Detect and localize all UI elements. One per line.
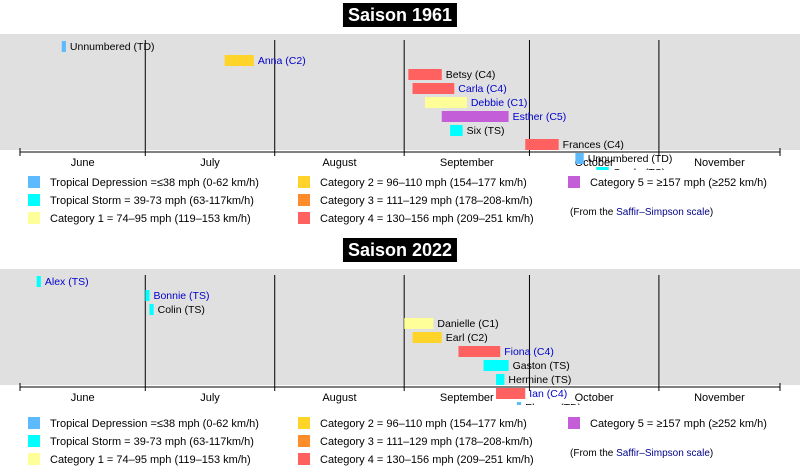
- legend-swatch: [28, 453, 40, 465]
- storm-bar: [36, 276, 41, 287]
- storm-bar: [496, 374, 505, 385]
- saffir-simpson-link[interactable]: Saffir–Simpson scale: [616, 448, 710, 459]
- legend-1961: Tropical Depression =≤38 mph (0-62 km/h)…: [0, 176, 800, 232]
- storm-label[interactable]: Bonnie (TS): [153, 290, 209, 302]
- month-label: June: [71, 157, 95, 169]
- month-label: November: [694, 157, 745, 169]
- legend-2022: Tropical Depression =≤38 mph (0-62 km/h)…: [0, 417, 800, 473]
- legend-swatch: [568, 417, 580, 429]
- storm-label: Gaston (TS): [513, 360, 570, 372]
- legend-swatch: [298, 212, 310, 224]
- plot-background: [0, 269, 800, 385]
- month-label: September: [440, 392, 494, 404]
- month-label: October: [575, 157, 614, 169]
- storm-bar: [404, 318, 434, 329]
- month-label: August: [322, 157, 356, 169]
- legend-swatch: [28, 417, 40, 429]
- month-label: July: [200, 157, 220, 169]
- month-label: September: [440, 157, 494, 169]
- legend-label: Tropical Storm = 39-73 mph (63-117km/h): [50, 195, 254, 207]
- storm-bar: [516, 402, 522, 405]
- scale-source-note: (From the Saffir–Simpson scale): [570, 207, 714, 218]
- timeline-chart-1961: June July August September October November Un…: [0, 34, 800, 170]
- storm-bar: [525, 139, 559, 150]
- legend-swatch: [28, 435, 40, 447]
- season-title-label: Saison 2022: [342, 238, 458, 262]
- storm-label[interactable]: Debbie (C1): [471, 97, 528, 109]
- month-label: July: [200, 392, 220, 404]
- storm-label: Colin (TS): [158, 304, 205, 316]
- storm-label: Gerda (TS): [613, 167, 666, 170]
- month-label: June: [71, 392, 95, 404]
- storm-bar: [408, 69, 442, 80]
- storm-bar: [596, 167, 609, 170]
- storm-bar: [441, 111, 509, 122]
- storm-bar: [61, 41, 66, 52]
- storm-label[interactable]: Anna (C2): [258, 55, 306, 67]
- timeline-chart-2022: June July August September October November Al…: [0, 269, 800, 405]
- season-2022: Saison 2022 June July August September Octob…: [0, 235, 800, 471]
- plot-background: [0, 34, 800, 150]
- legend-label: Category 1 = 74–95 mph (119–153 km/h): [50, 454, 251, 466]
- month-label: November: [694, 392, 745, 404]
- season-1961: Saison 1961 June July August September Octob…: [0, 0, 800, 232]
- storm-bar: [458, 346, 501, 357]
- month-label: October: [575, 392, 614, 404]
- legend-swatch: [298, 453, 310, 465]
- storm-bar: [450, 125, 463, 136]
- storm-label: Earl (C2): [446, 332, 488, 344]
- storm-label: Frances (C4): [563, 139, 624, 151]
- legend-label: Tropical Depression =≤38 mph (0-62 km/h): [50, 418, 259, 430]
- legend-label: Category 1 = 74–95 mph (119–153 km/h): [50, 213, 251, 225]
- storm-bar: [425, 97, 467, 108]
- legend-label: Category 3 = 111–129 mph (178–208-km/h): [320, 436, 533, 448]
- storm-bar: [145, 290, 150, 301]
- legend-swatch: [28, 212, 40, 224]
- storm-label[interactable]: Fiona (C4): [504, 346, 554, 358]
- legend-label: Category 2 = 96–110 mph (154–177 km/h): [320, 177, 527, 189]
- storm-label: Six (TS): [467, 125, 505, 137]
- storm-bar: [224, 55, 254, 66]
- storm-bar: [412, 83, 455, 94]
- storm-bar: [149, 304, 154, 315]
- storm-label: Eleven (TD): [525, 402, 581, 405]
- scale-source-note: (From the Saffir–Simpson scale): [570, 448, 714, 459]
- storm-label: Hermine (TS): [508, 374, 571, 386]
- storm-label: Betsy (C4): [446, 69, 496, 81]
- legend-label: Category 4 = 130–156 mph (209–251 km/h): [320, 213, 534, 225]
- season-title: Saison 2022: [0, 235, 800, 265]
- legend-swatch: [298, 435, 310, 447]
- legend-swatch: [568, 176, 580, 188]
- legend-label: Category 2 = 96–110 mph (154–177 km/h): [320, 418, 527, 430]
- legend-label: Category 3 = 111–129 mph (178–208-km/h): [320, 195, 533, 207]
- legend-label: Category 5 = ≥157 mph (≥252 km/h): [590, 418, 767, 430]
- season-title-label: Saison 1961: [342, 3, 458, 27]
- storm-label: Danielle (C1): [437, 318, 498, 330]
- legend-swatch: [298, 194, 310, 206]
- storm-label: Unnumbered (TD): [70, 41, 155, 53]
- legend-swatch: [298, 176, 310, 188]
- saffir-simpson-link[interactable]: Saffir–Simpson scale: [616, 207, 710, 218]
- month-label: August: [322, 392, 356, 404]
- legend-swatch: [28, 194, 40, 206]
- storm-label: Unnumbered (TD): [588, 153, 673, 165]
- storm-bar: [496, 388, 526, 399]
- storm-label[interactable]: Carla (C4): [458, 83, 506, 95]
- legend-swatch: [298, 417, 310, 429]
- legend-label: Tropical Storm = 39-73 mph (63-117km/h): [50, 436, 254, 448]
- storm-label[interactable]: Ian (C4): [529, 388, 567, 400]
- legend-swatch: [28, 176, 40, 188]
- storm-label[interactable]: Alex (TS): [45, 276, 89, 288]
- storm-bar: [575, 153, 584, 164]
- storm-label[interactable]: Esther (C5): [513, 111, 567, 123]
- legend-label: Tropical Depression =≤38 mph (0-62 km/h): [50, 177, 259, 189]
- season-title: Saison 1961: [0, 0, 800, 30]
- storm-bar: [483, 360, 509, 371]
- legend-label: Category 4 = 130–156 mph (209–251 km/h): [320, 454, 534, 466]
- storm-bar: [412, 332, 442, 343]
- legend-label: Category 5 = ≥157 mph (≥252 km/h): [590, 177, 767, 189]
